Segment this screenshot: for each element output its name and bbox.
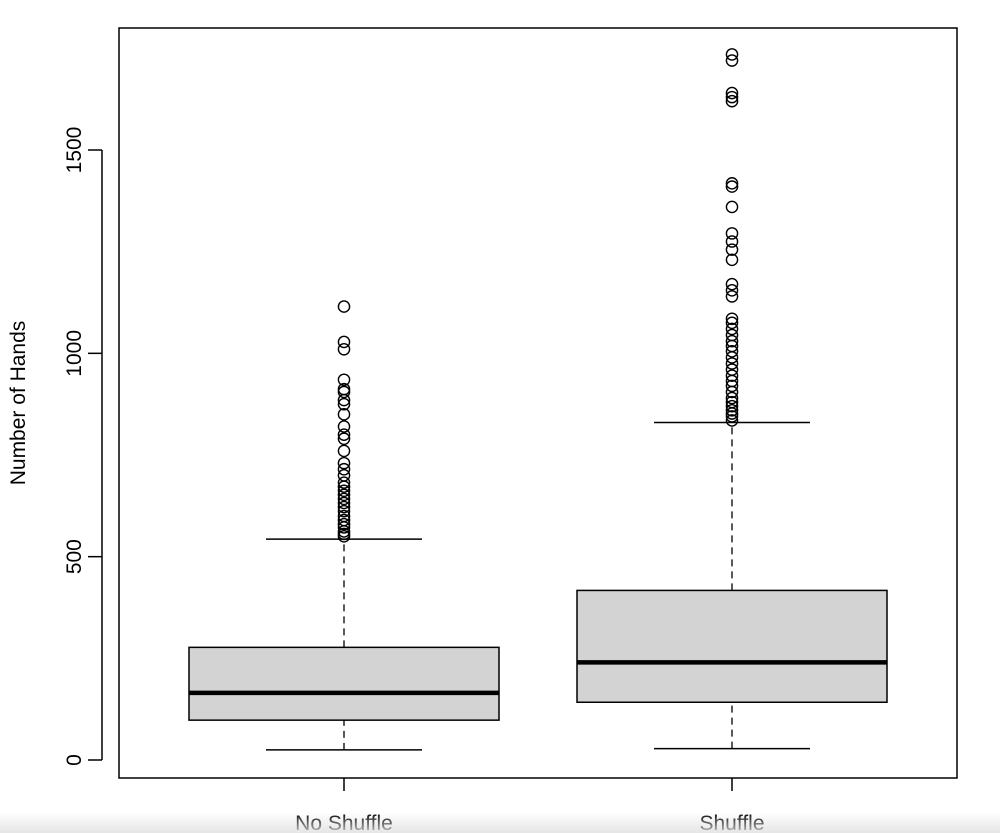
outlier-point: [337, 492, 351, 506]
outlier-point: [337, 382, 351, 396]
outlier-point: [725, 395, 739, 409]
outlier-point: [337, 432, 351, 446]
outlier-point: [337, 462, 351, 476]
outlier-point: [337, 385, 351, 399]
iqr-box: [576, 589, 888, 704]
outlier-point: [337, 476, 351, 489]
outlier-point: [337, 444, 351, 458]
outlier-point: [337, 509, 351, 523]
outlier-point: [725, 414, 739, 427]
y-tick-label: 1000: [63, 330, 86, 377]
box-group-1: [188, 300, 500, 751]
outlier-point: [725, 334, 739, 348]
outlier-point: [725, 363, 739, 376]
outlier-point: [725, 328, 739, 342]
y-axis-title: Number of Hands: [7, 321, 30, 486]
y-tick-label: 0: [63, 754, 86, 766]
outlier-point: [725, 243, 739, 256]
outlier-point: [337, 456, 351, 470]
outlier-point: [337, 428, 351, 441]
outlier-point: [337, 342, 351, 356]
outlier-point: [725, 357, 739, 370]
outlier-point: [725, 235, 739, 248]
outlier-point: [725, 180, 739, 193]
x-tick-label: No Shuffle: [295, 812, 393, 833]
outlier-point: [725, 90, 739, 104]
outlier-point: [337, 469, 351, 482]
outlier-point: [725, 48, 739, 61]
outlier-point: [725, 227, 739, 240]
outlier-point: [725, 253, 739, 267]
outlier-point: [725, 94, 739, 108]
outlier-point: [725, 86, 739, 100]
y-tick-label: 1500: [63, 127, 86, 174]
outlier-point: [337, 504, 351, 518]
outlier-point: [337, 408, 351, 421]
outlier-point: [337, 420, 351, 433]
outlier-point: [337, 484, 351, 498]
outlier-point: [725, 379, 739, 393]
outlier-point: [725, 177, 739, 190]
outlier-point: [725, 403, 739, 417]
x-axis: No Shuffle Shuffle: [295, 778, 765, 833]
x-tick-label: Shuffle: [700, 812, 765, 833]
plot-frame: [118, 27, 958, 779]
iqr-box: [188, 646, 500, 721]
outlier-point: [337, 496, 351, 510]
outlier-point: [725, 391, 739, 405]
outlier-point: [337, 300, 351, 313]
outlier-point: [725, 277, 739, 291]
outlier-point: [725, 283, 739, 297]
outlier-point: [725, 312, 739, 326]
outlier-point: [725, 54, 739, 67]
outlier-point: [337, 488, 351, 502]
box-group-2: [576, 48, 888, 750]
outlier-point: [725, 290, 739, 303]
outlier-point: [725, 399, 739, 413]
outlier-point: [725, 316, 739, 330]
outlier-point: [337, 373, 351, 387]
box-groups: [188, 48, 888, 751]
outlier-point: [337, 397, 351, 411]
outlier-point: [725, 322, 739, 336]
outlier-point: [725, 344, 739, 358]
outlier-point: [337, 517, 351, 531]
outlier-point: [337, 335, 351, 349]
outlier-point: [725, 369, 739, 383]
y-axis: 0 500 1000 1500: [63, 127, 103, 766]
y-tick-label: 500: [63, 539, 86, 574]
outlier-point: [725, 200, 739, 214]
outlier-point: [337, 513, 351, 527]
outlier-point: [337, 500, 351, 514]
